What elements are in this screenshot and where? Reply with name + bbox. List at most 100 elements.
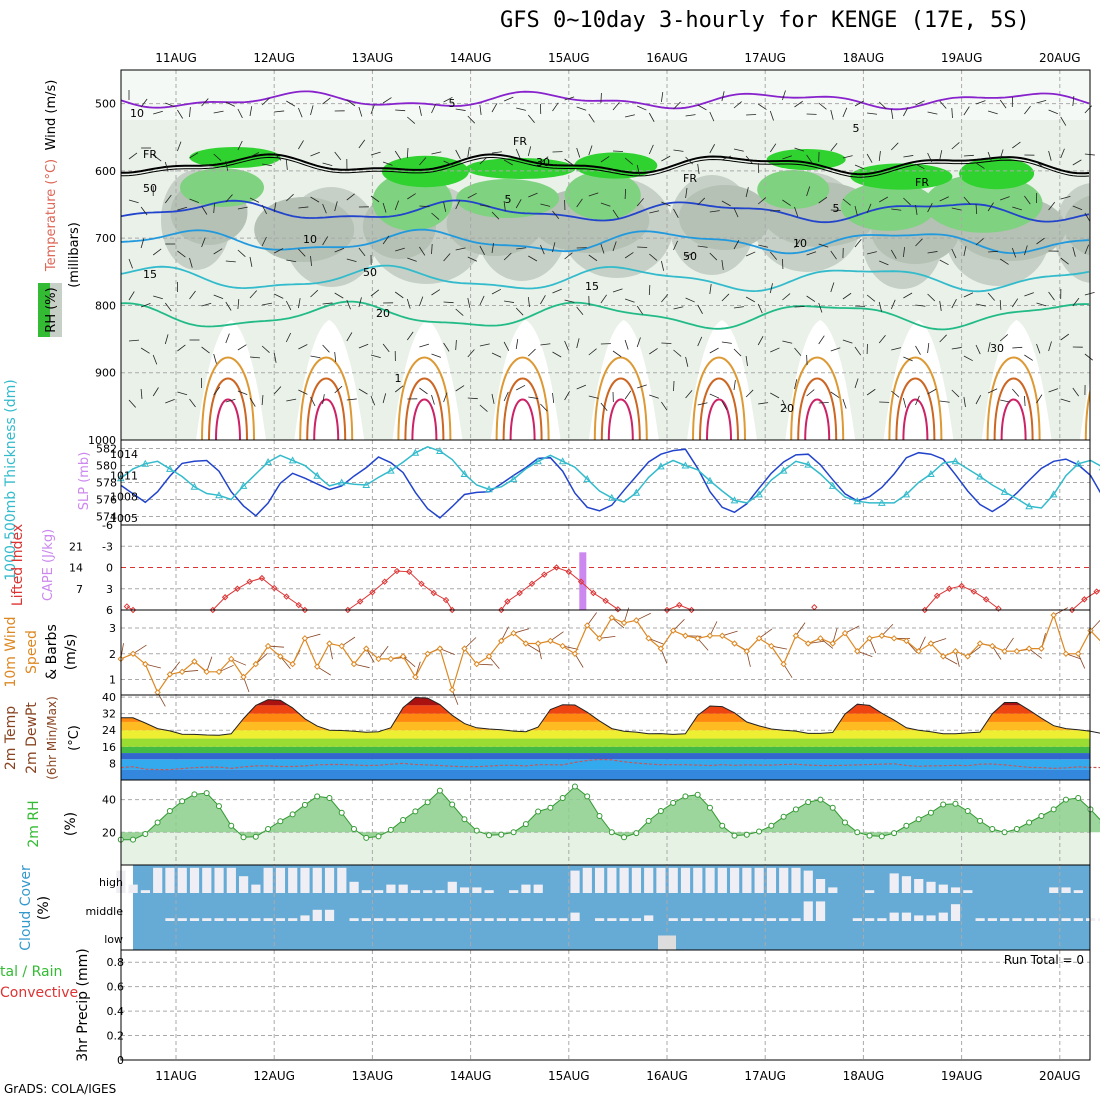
wind-barb [165,102,175,107]
cloud-middle-bar [1024,918,1034,921]
wind-barb [794,347,802,356]
wind-barb [903,155,914,158]
wind-barb-10m [488,656,500,669]
cloud-low-bar [658,935,676,950]
wind-barb [879,196,889,203]
cloud-high-bar [570,870,580,893]
wind-speed-point [915,648,922,655]
cloud-high-bar [668,867,678,893]
wind-barb-10m [611,617,625,629]
wind-barb [455,108,466,111]
date-label-bottom-3: 14AUG [450,1069,492,1083]
surface-isotherm [699,377,739,440]
wind-barb [164,161,169,172]
lifted-index-point [283,593,290,600]
lifted-axis-label: Lifted Index [10,524,26,606]
contour-label-17: 50 [143,182,157,195]
wind-barb [685,356,689,367]
wind-barb [346,332,353,342]
wind-barb [999,299,1002,311]
cloud-middle-bar [214,918,224,921]
wind-barb [527,146,532,157]
rh-point [780,813,787,820]
wind-barb [963,355,973,362]
wind-barb [733,207,739,218]
wind-barb [213,203,215,214]
wind-barb [709,111,715,122]
rh-shading [456,179,560,218]
wind-barb [939,334,947,343]
cloud-middle-bar [435,918,445,921]
wind-barb [794,100,803,108]
surface-isotherm [692,356,746,440]
wind-barb-10m [550,631,564,642]
cloud-middle-bar [926,915,936,921]
wind-barb [697,163,700,174]
wind-barb [721,259,724,270]
rh-point [338,809,345,816]
wind-barb [612,350,622,358]
rh-shading [766,149,846,170]
cloud-middle-bar [251,918,261,921]
cape-tick-label: 21 [69,540,83,553]
lifted-index-point [258,574,266,582]
cloud-middle-bar [459,918,470,921]
wind-speed-point [154,689,161,696]
temp-tick-label: 32 [102,708,116,721]
wind-barb [1084,244,1090,255]
wind-barb [177,109,184,119]
wind-barb-10m [1065,653,1082,660]
wind-barb [322,236,329,246]
surface-isotherm [607,398,634,440]
wind-barb-10m [955,651,960,667]
wind-barb [709,393,720,399]
wind-barb [406,298,411,309]
wind-barb-10m [795,622,806,636]
contour-label-9: 10 [793,237,807,250]
wind-barb [370,395,376,406]
wind-barb [878,334,886,344]
thickness-point [1074,459,1083,467]
slp-tick-label: 1014 [110,448,138,461]
cloud-high-bar [901,876,912,893]
wind-barb [455,149,461,160]
isotherm-10 [121,228,1090,255]
wind-barb [612,241,617,252]
rh-point [854,829,861,836]
rh-point [240,834,247,841]
wind-barb [879,260,889,266]
lifted-tick-label: 6 [106,604,113,617]
wind-barb [1036,302,1047,307]
temperature-band [121,730,1090,739]
wind-barb [310,355,321,359]
rh-point [706,804,713,811]
cloud-high-bar [459,887,470,893]
wind-barb [455,199,461,210]
wind-barb [346,258,357,262]
wind-speed-point [682,632,689,639]
wind-barb [1072,205,1083,211]
wind-speed-point [755,635,763,642]
wind-barb [576,147,581,158]
wind-barb [491,352,502,358]
wind-barb [358,106,363,117]
wind-barb [782,293,791,301]
wind-barb [128,399,136,408]
wind-barb [782,199,791,206]
thickness-point [902,490,911,498]
lifted-index-point [970,588,978,595]
wind-barb [273,386,282,395]
wind-barb [576,198,583,208]
wind-barb [733,101,742,109]
wind-barb [273,352,277,363]
wind-barb [455,308,464,316]
wind-barb [431,394,435,405]
rh-point [645,817,652,824]
wind-barb [624,188,627,200]
wind-barb [552,102,559,112]
temperature-band [121,705,1090,714]
wind-barb-10m [500,626,509,642]
precip-tick-label: 0.8 [107,956,125,969]
lifted-index-point [369,589,376,596]
